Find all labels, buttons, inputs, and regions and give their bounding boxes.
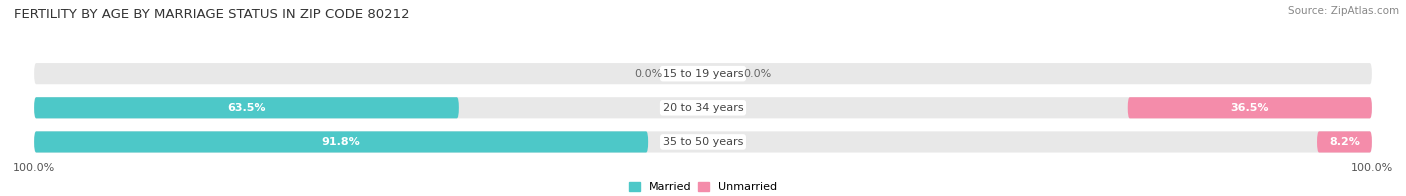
FancyBboxPatch shape <box>1317 131 1372 152</box>
FancyBboxPatch shape <box>34 131 1372 152</box>
Text: 35 to 50 years: 35 to 50 years <box>662 137 744 147</box>
Text: 36.5%: 36.5% <box>1230 103 1270 113</box>
Text: 8.2%: 8.2% <box>1329 137 1360 147</box>
FancyBboxPatch shape <box>34 131 648 152</box>
FancyBboxPatch shape <box>1128 97 1372 118</box>
Text: Source: ZipAtlas.com: Source: ZipAtlas.com <box>1288 6 1399 16</box>
Text: 15 to 19 years: 15 to 19 years <box>662 69 744 79</box>
Text: 63.5%: 63.5% <box>228 103 266 113</box>
Text: 91.8%: 91.8% <box>322 137 360 147</box>
Text: 0.0%: 0.0% <box>744 69 772 79</box>
Legend: Married, Unmarried: Married, Unmarried <box>628 182 778 192</box>
Text: 0.0%: 0.0% <box>634 69 662 79</box>
FancyBboxPatch shape <box>34 97 458 118</box>
FancyBboxPatch shape <box>34 97 1372 118</box>
FancyBboxPatch shape <box>34 63 1372 84</box>
Text: FERTILITY BY AGE BY MARRIAGE STATUS IN ZIP CODE 80212: FERTILITY BY AGE BY MARRIAGE STATUS IN Z… <box>14 8 409 21</box>
Text: 20 to 34 years: 20 to 34 years <box>662 103 744 113</box>
